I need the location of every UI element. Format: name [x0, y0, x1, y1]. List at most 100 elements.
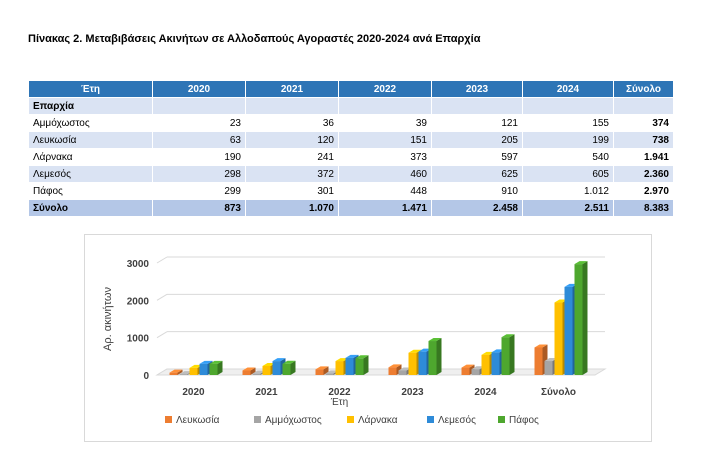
table-cell: 1.012	[522, 182, 614, 200]
bar	[315, 369, 324, 375]
y-axis-title: Αρ. ακινήτων	[102, 287, 114, 351]
legend-label: Λευκωσία	[176, 414, 220, 426]
bar	[345, 357, 354, 375]
bar-top	[574, 261, 588, 265]
table-cell: 910	[431, 182, 523, 200]
bar-side	[250, 367, 256, 375]
table-row: Αμμόχωστος 23 36 39 121 155 374	[28, 114, 674, 132]
bar	[189, 367, 198, 375]
legend-label: Πάφος	[509, 414, 539, 426]
row-total: 374	[613, 114, 674, 132]
table-header-row: Έτη 2020 2021 2022 2023 2024 Σύνολο	[28, 80, 674, 98]
bar	[418, 351, 427, 375]
bar	[501, 337, 510, 375]
bar-chart: 0 1000 2000 3000 Αρ. ακινήτων 2020 2021 2022 202…	[102, 256, 607, 426]
bar-top	[544, 358, 558, 362]
bar-top	[199, 360, 213, 364]
table-row: Λεμεσός 298 372 460 625 605 2.360	[28, 165, 674, 183]
table-row: Λευκωσία 63 120 151 205 199 738	[28, 131, 674, 149]
legend-swatch	[165, 416, 172, 423]
table-cell: 241	[245, 148, 339, 166]
bar	[325, 373, 334, 375]
bar-side	[177, 369, 183, 375]
bar-top	[501, 334, 515, 338]
table-cell: 597	[431, 148, 523, 166]
bar-top	[418, 348, 432, 352]
header-cell: 2023	[431, 80, 523, 98]
header-cell: 2022	[338, 80, 432, 98]
bar	[388, 367, 397, 375]
gridline-depth	[156, 293, 168, 301]
row-total: 2.970	[613, 182, 674, 200]
row-total: 8.383	[613, 199, 674, 217]
bar	[282, 363, 291, 375]
y-tick-label: 2000	[127, 296, 150, 307]
x-tick-label: 2023	[401, 387, 424, 398]
x-tick-label: 2024	[474, 387, 497, 398]
bar	[398, 370, 407, 375]
bar-top	[428, 338, 442, 342]
bar-top	[209, 360, 223, 364]
bar-top	[481, 351, 495, 355]
bar-side	[436, 338, 442, 375]
y-tick-label: 3000	[127, 259, 150, 270]
bar	[481, 354, 490, 375]
bar	[564, 286, 573, 375]
table-cell: 120	[245, 131, 339, 149]
bar-top	[272, 358, 286, 362]
x-tick-label: 2021	[255, 387, 278, 398]
transfers-table: Έτη 2020 2021 2022 2023 2024 Σύνολο Επαρ…	[28, 80, 674, 217]
legend-label: Αμμόχωστος	[265, 414, 322, 426]
bar-top	[252, 370, 266, 374]
bar	[554, 302, 563, 375]
gridline-depth	[156, 256, 168, 264]
x-axis-title: Έτη	[330, 397, 348, 408]
table-cell: 873	[152, 199, 246, 217]
table-cell: 2.458	[431, 199, 523, 217]
table-row: Λάρνακα 190 241 373 597 540 1.941	[28, 148, 674, 166]
bar-side	[217, 360, 223, 375]
table-cell: 155	[522, 114, 614, 132]
legend-label: Λάρνακα	[358, 414, 398, 426]
bar-top	[491, 349, 505, 353]
table-title: Πίνακας 2. Μεταβιβάσεις Ακινήτων σε Αλλο…	[28, 33, 481, 45]
table-cell: 1.070	[245, 199, 339, 217]
header-cell: Έτη	[28, 80, 153, 98]
row-label: Λάρνακα	[28, 148, 153, 166]
y-tick-label: 0	[143, 371, 149, 382]
table-cell: 121	[431, 114, 523, 132]
bar	[544, 361, 553, 375]
bar	[574, 264, 583, 375]
row-label: Αμμόχωστος	[28, 114, 153, 132]
bar-side	[509, 334, 515, 375]
x-tick-label: 2020	[182, 387, 205, 398]
header-cell: 2021	[245, 80, 339, 98]
header-cell: 2020	[152, 80, 246, 98]
bar-side	[323, 366, 329, 375]
bar	[209, 363, 218, 375]
table-cell: 39	[338, 114, 432, 132]
bar-top	[179, 371, 193, 375]
table-cell: 2.511	[522, 199, 614, 217]
bar-top	[242, 367, 256, 371]
bar	[491, 352, 500, 375]
bar-top	[189, 364, 203, 368]
legend-swatch	[427, 416, 434, 423]
table-cell: 299	[152, 182, 246, 200]
y-tick-label: 1000	[127, 334, 150, 345]
row-total: 738	[613, 131, 674, 149]
bar-top	[345, 354, 359, 358]
bar-top	[315, 366, 329, 370]
table-cell: 23	[152, 114, 246, 132]
bar-top	[564, 283, 578, 287]
bar	[242, 370, 251, 375]
table-cell: 298	[152, 165, 246, 183]
table-cell: 1.471	[338, 199, 432, 217]
legend-swatch	[498, 416, 505, 423]
table-cell: 460	[338, 165, 432, 183]
bar	[428, 341, 437, 375]
legend-swatch	[254, 416, 261, 423]
bar	[262, 366, 271, 375]
table-row: Πάφος 299 301 448 910 1.012 2.970	[28, 182, 674, 200]
bar	[252, 373, 261, 375]
